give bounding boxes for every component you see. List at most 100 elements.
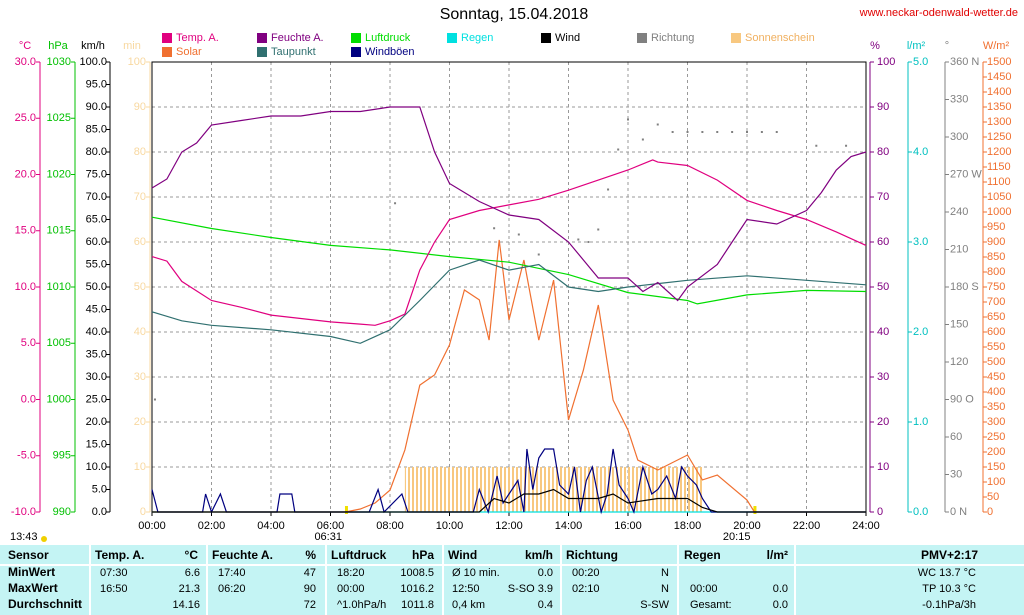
sunshine-bar	[419, 467, 435, 512]
y-tick-label: 0.0	[92, 506, 107, 518]
table-cell: Durchschnitt	[8, 597, 82, 611]
y-tick-label: 20	[877, 416, 889, 428]
y-tick-label: 40	[877, 326, 889, 338]
legend-swatch	[257, 33, 267, 43]
table-cell: WC 13.7 °C	[918, 567, 976, 579]
legend-swatch	[162, 47, 172, 57]
y-tick-label: 70	[134, 191, 146, 203]
legend-label: Temp. A.	[176, 32, 219, 44]
table-bg	[0, 545, 1024, 615]
x-tick-label: 12:00	[495, 520, 523, 532]
annotation: 06:31	[314, 531, 342, 543]
y-tick-label: 10	[877, 461, 889, 473]
y-tick-label: 1500	[987, 56, 1011, 68]
y-tick-label: 20.0	[15, 168, 36, 180]
axis-unit: l/m²	[907, 40, 926, 52]
y-tick-label: 4.0	[913, 146, 928, 158]
table-cell: 0.0	[538, 567, 553, 579]
table-cell: 47	[304, 567, 316, 579]
y-tick-label: -10.0	[11, 506, 36, 518]
x-tick-label: 16:00	[614, 520, 642, 532]
sunshine-bar	[509, 467, 524, 512]
direction-dot	[656, 123, 659, 126]
direction-dot	[617, 148, 620, 151]
y-tick-label: 1.0	[913, 416, 928, 428]
y-tick-label: 80	[877, 146, 889, 158]
table-cell: 00:00	[337, 583, 365, 595]
y-tick-label: 180 S	[950, 281, 979, 293]
table-cell: 07:30	[100, 567, 128, 579]
y-tick-label: 0.0	[21, 393, 36, 405]
y-tick-label: 1150	[987, 161, 1011, 173]
direction-dot	[641, 138, 644, 141]
sunshine-bar	[464, 467, 480, 512]
x-tick-label: 14:00	[555, 520, 583, 532]
table-cell: 12:50	[452, 583, 480, 595]
sun-marker	[753, 506, 757, 514]
y-tick-label: 85.0	[86, 123, 107, 135]
table-cell: 16:50	[100, 583, 128, 595]
table-cell: ^1.0hPa/h	[337, 599, 386, 611]
y-tick-label: 1000	[987, 206, 1011, 218]
y-tick-label: 850	[987, 251, 1005, 263]
y-tick-label: 15.0	[86, 438, 107, 450]
legend-swatch	[162, 33, 172, 43]
direction-dot	[760, 131, 763, 133]
y-tick-label: 10.0	[15, 281, 36, 293]
y-tick-label: 1350	[987, 101, 1011, 113]
y-tick-label: 20.0	[86, 416, 107, 428]
series-line	[151, 448, 866, 515]
direction-dot	[815, 144, 818, 147]
table-cell: 14.16	[172, 599, 200, 611]
y-tick-label: 1015	[47, 225, 71, 237]
table-cell: 21.3	[179, 583, 200, 595]
series-line	[151, 216, 867, 305]
y-tick-label: 300	[987, 416, 1005, 428]
x-tick-label: 10:00	[436, 520, 464, 532]
legend-swatch	[637, 33, 647, 43]
y-tick-label: 150	[987, 461, 1005, 473]
y-tick-label: 600	[987, 326, 1005, 338]
table-cell: 1016.2	[400, 583, 434, 595]
x-tick-label: 06:00	[317, 520, 345, 532]
axis-unit: °C	[19, 40, 31, 52]
y-tick-label: 100.0	[79, 56, 107, 68]
series-line	[152, 239, 866, 513]
y-tick-label: 5.0	[913, 56, 928, 68]
sun-icon	[41, 536, 47, 542]
table-header: Richtung	[566, 548, 618, 562]
y-tick-label: 60	[877, 236, 889, 248]
sunshine-bar	[687, 467, 703, 512]
y-tick-label: 700	[987, 296, 1005, 308]
y-tick-label: 100	[128, 56, 146, 68]
table-cell: 0.0	[773, 583, 788, 595]
table-cell: 90	[304, 583, 316, 595]
direction-dot	[587, 241, 590, 243]
direction-dot	[627, 118, 629, 121]
table-header: Temp. A.	[95, 548, 144, 562]
sunshine-bar	[553, 467, 569, 512]
legend-swatch	[541, 33, 551, 43]
y-tick-label: 400	[987, 386, 1005, 398]
y-tick-label: 70.0	[86, 191, 107, 203]
x-tick-label: 08:00	[376, 520, 404, 532]
y-tick-label: 1030	[47, 56, 71, 68]
y-tick-label: 90.0	[86, 101, 107, 113]
legend-label: Solar	[176, 46, 202, 58]
legend-swatch	[351, 33, 361, 43]
y-tick-label: 50	[877, 281, 889, 293]
table-header: l/m²	[767, 548, 788, 562]
sunshine-bar	[657, 467, 673, 512]
table-cell: S-SO 3.9	[508, 583, 553, 595]
y-tick-label: 100	[987, 476, 1005, 488]
y-tick-label: 1000	[47, 393, 71, 405]
direction-dot	[153, 398, 156, 401]
y-tick-label: 950	[987, 221, 1005, 233]
y-tick-label: 30	[134, 371, 146, 383]
y-tick-label: 100	[877, 56, 895, 68]
x-tick-label: 18:00	[674, 520, 702, 532]
table-cell: 18:20	[337, 567, 365, 579]
legend-swatch	[351, 47, 361, 57]
table-cell: 17:40	[218, 567, 246, 579]
y-tick-label: 80	[134, 146, 146, 158]
